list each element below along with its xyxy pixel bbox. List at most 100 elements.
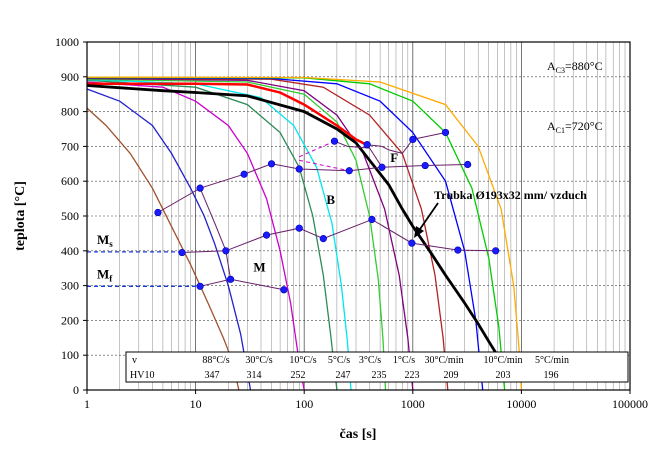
table-rate: 10°C/s (289, 355, 316, 366)
label-value: =880°C (565, 59, 603, 73)
cooling-curve (86, 78, 387, 391)
y-tick-label: 200 (61, 313, 79, 327)
x-axis-label: čas [s] (340, 427, 377, 442)
data-point (441, 128, 450, 137)
axis-ticks: 1 10 100 1000 10000 100000 0 100 200 300 400 500 600… (55, 35, 648, 411)
label-subscript: s (109, 239, 113, 249)
table-header-hv10: HV10 (130, 370, 154, 381)
data-points (154, 128, 500, 294)
data-point (240, 170, 248, 178)
cooling-curve (87, 82, 371, 148)
data-point (408, 239, 416, 247)
ac1-label: AC1=720°C (547, 119, 603, 135)
y-tick-label: 100 (61, 348, 79, 362)
x-tick-label: 100 (295, 397, 313, 411)
table-hardness: 196 (544, 370, 559, 381)
ms-label: Ms (97, 232, 113, 249)
label-subscript: C1 (556, 126, 565, 135)
table-hardness: 209 (444, 370, 459, 381)
measured-cooling-curve (86, 84, 499, 356)
region-label-b: B (326, 192, 335, 207)
table-rate: 1°C/s (393, 355, 415, 366)
data-point (196, 184, 204, 192)
data-point (330, 137, 339, 145)
label-arrow (417, 202, 439, 233)
table-box (125, 351, 629, 383)
table-hardness: 247 (336, 370, 351, 381)
cooling-curve (86, 81, 305, 391)
y-tick-label: 0 (73, 383, 79, 397)
data-point (319, 235, 327, 243)
mf-label: Mf (97, 266, 113, 283)
region-label-f: F (390, 150, 398, 165)
y-axis-label: teplota [°C] (13, 181, 28, 251)
data-point (421, 161, 429, 170)
table-rate: 30°C/min (424, 355, 463, 366)
rate-hardness-table: v HV10 88°C/s 30°C/s 10°C/s 5°C/s 3°C/s 1°C/s 30… (125, 351, 629, 383)
x-tick-label: 10 (190, 397, 202, 411)
measured-curve-label: Trubka Ø193x32 mm/ vzduch (434, 188, 587, 202)
table-rate: 5°C/s (328, 355, 350, 366)
data-point (454, 246, 462, 254)
ac3-label: AC3=880°C (547, 59, 603, 75)
y-tick-label: 900 (61, 70, 79, 84)
data-point (464, 160, 472, 169)
transformation-line-dashed (299, 159, 350, 172)
x-tick-label: 10000 (506, 397, 536, 411)
cooling-curve (86, 78, 352, 391)
table-hardness: 223 (405, 370, 420, 381)
data-point (363, 141, 371, 149)
table-rate: 88°C/s (202, 355, 229, 366)
data-point (295, 224, 303, 232)
data-point (295, 165, 303, 173)
label-subscript: C3 (556, 66, 565, 75)
table-hardness: 252 (291, 370, 306, 381)
y-tick-label: 600 (61, 174, 79, 188)
y-tick-label: 800 (61, 105, 79, 119)
data-point (378, 163, 386, 171)
cooling-curve (86, 77, 484, 391)
region-label-m: M (253, 260, 265, 275)
table-rate: 30°C/s (245, 355, 272, 366)
label-value: =720°C (565, 119, 603, 133)
x-tick-label: 1000 (401, 397, 425, 411)
transformation-line (367, 139, 414, 154)
data-point (409, 135, 417, 144)
grid (86, 41, 631, 391)
table-hardness: 314 (247, 370, 262, 381)
data-point (267, 160, 276, 168)
cooling-curve (86, 107, 240, 391)
y-tick-label: 300 (61, 279, 79, 293)
data-point (178, 248, 186, 257)
table-hardness: 235 (372, 370, 387, 381)
cooling-curve (86, 88, 252, 391)
table-rate: 10°C/min (483, 355, 522, 366)
x-tick-label: 1 (84, 397, 90, 411)
data-point (368, 215, 376, 224)
cooling-curve (86, 76, 523, 391)
data-point (226, 275, 235, 283)
transformation-line (334, 140, 383, 168)
table-hardness: 347 (205, 370, 220, 381)
label-subscript: f (109, 273, 113, 283)
x-tick-label: 100000 (612, 397, 648, 411)
data-point (262, 231, 271, 239)
label-arrowhead (414, 226, 424, 238)
y-tick-label: 700 (61, 139, 79, 153)
data-point (196, 282, 204, 290)
data-point (154, 208, 162, 217)
transformation-line (199, 188, 232, 280)
y-tick-label: 1000 (55, 35, 79, 49)
data-point (280, 286, 288, 294)
table-rate: 5°C/min (535, 355, 569, 366)
data-point (345, 167, 353, 175)
table-header-v: v (132, 355, 137, 366)
data-point (222, 247, 230, 255)
y-tick-label: 400 (61, 244, 79, 258)
table-hardness: 203 (496, 370, 511, 381)
data-point (492, 247, 500, 255)
table-rate: 3°C/s (359, 355, 381, 366)
transformation-line (412, 132, 446, 140)
y-tick-label: 500 (61, 209, 79, 223)
